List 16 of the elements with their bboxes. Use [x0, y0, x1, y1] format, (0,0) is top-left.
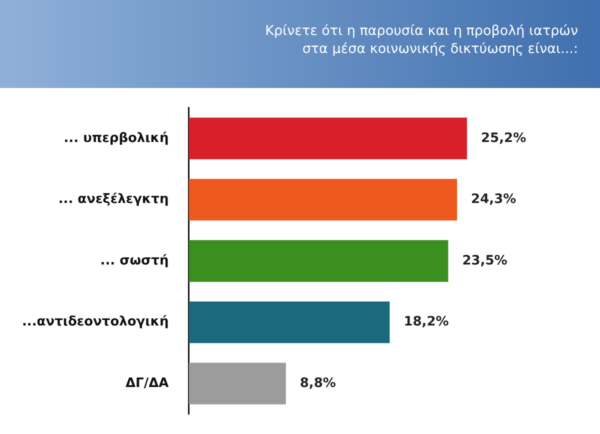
bar — [188, 240, 448, 282]
data-label: 23,5% — [462, 253, 508, 268]
data-label: 24,3% — [471, 192, 516, 208]
y-tick-label: ... σωστή — [100, 253, 169, 268]
bar — [188, 362, 286, 404]
bar — [188, 301, 390, 344]
data-label: 8,8% — [300, 376, 336, 391]
chart-title: Κρίνετε ότι η παρουσία και η προβολή ιατρών στα μέσα κοινωνικής δικτύωσης είναι...: — [265, 22, 578, 58]
data-label: 18,2% — [404, 314, 449, 330]
bar — [188, 118, 467, 160]
y-tick-label: ...αντιδεοντολογική — [22, 314, 169, 330]
y-tick-label: ... υπερβολική — [64, 130, 169, 146]
bar — [188, 178, 458, 221]
y-tick-label: ... ανεξέλεγκτη — [58, 192, 169, 208]
data-label: 25,2% — [480, 130, 526, 146]
y-tick-label: ΔΓ/ΔΑ — [125, 376, 169, 391]
